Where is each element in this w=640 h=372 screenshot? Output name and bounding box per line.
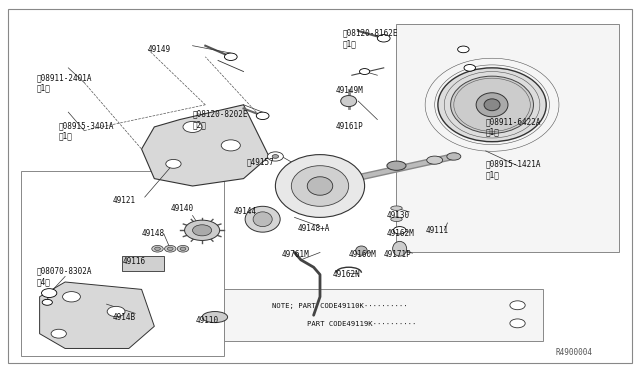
Circle shape <box>256 112 269 119</box>
Circle shape <box>63 292 81 302</box>
Text: 49162M: 49162M <box>387 230 415 238</box>
Circle shape <box>360 68 370 74</box>
Text: R4900004: R4900004 <box>556 348 593 357</box>
Ellipse shape <box>307 177 333 195</box>
Text: Ⓒ08070-8302A
（4）: Ⓒ08070-8302A （4） <box>36 267 92 286</box>
Text: 49761M: 49761M <box>282 250 310 259</box>
Ellipse shape <box>155 247 161 250</box>
Circle shape <box>378 35 390 42</box>
Text: 49160M: 49160M <box>349 250 376 259</box>
Bar <box>122 256 164 271</box>
Text: 49111: 49111 <box>425 226 448 235</box>
Circle shape <box>458 46 469 53</box>
Circle shape <box>510 319 525 328</box>
Ellipse shape <box>164 246 176 252</box>
Text: 49130: 49130 <box>387 211 410 220</box>
Ellipse shape <box>291 166 349 206</box>
Bar <box>225 289 543 341</box>
Ellipse shape <box>391 217 402 221</box>
Circle shape <box>221 140 241 151</box>
Ellipse shape <box>152 246 163 252</box>
Text: 49121: 49121 <box>113 196 136 205</box>
Ellipse shape <box>193 225 212 236</box>
Ellipse shape <box>356 246 367 255</box>
Ellipse shape <box>484 99 500 111</box>
Circle shape <box>225 53 237 61</box>
Ellipse shape <box>427 156 443 164</box>
Ellipse shape <box>268 152 284 161</box>
Circle shape <box>510 301 525 310</box>
Circle shape <box>183 121 202 132</box>
Text: 49148: 49148 <box>141 230 164 238</box>
Bar <box>396 23 620 253</box>
Circle shape <box>464 64 476 71</box>
Text: 49140: 49140 <box>170 203 193 213</box>
Ellipse shape <box>447 153 461 160</box>
Circle shape <box>42 299 52 305</box>
Circle shape <box>51 329 67 338</box>
Polygon shape <box>141 105 269 186</box>
Circle shape <box>107 307 125 317</box>
Text: 49110: 49110 <box>196 316 219 325</box>
Text: 49116: 49116 <box>122 257 145 266</box>
Ellipse shape <box>387 161 406 170</box>
Text: 49149: 49149 <box>148 45 171 54</box>
Ellipse shape <box>451 76 534 134</box>
Text: 49161P: 49161P <box>336 122 364 131</box>
Ellipse shape <box>272 155 278 158</box>
Text: ⓝ08911-2401A
（1）: ⓝ08911-2401A （1） <box>36 73 92 92</box>
Text: NOTE; PART CODE49110K··········: NOTE; PART CODE49110K·········· <box>272 303 408 309</box>
Text: Ⓑ08120-8162E
（1）: Ⓑ08120-8162E （1） <box>342 29 398 48</box>
Text: 49149M: 49149M <box>336 86 364 94</box>
Text: ⓟ08915-1421A
（1）: ⓟ08915-1421A （1） <box>486 160 541 179</box>
Ellipse shape <box>202 311 228 323</box>
Text: ⓟ08915-3401A
（1）: ⓟ08915-3401A （1） <box>59 121 114 140</box>
Text: PART CODE49119K··········: PART CODE49119K·········· <box>272 321 417 327</box>
Bar <box>20 171 225 356</box>
Text: ⑪49157: ⑪49157 <box>246 157 275 167</box>
Ellipse shape <box>391 206 402 211</box>
Ellipse shape <box>168 247 173 250</box>
Text: Ⓑ08120-8202E
（2）: Ⓑ08120-8202E （2） <box>193 110 248 129</box>
Text: 49144: 49144 <box>234 207 257 217</box>
Ellipse shape <box>476 93 508 117</box>
Ellipse shape <box>393 241 406 256</box>
Ellipse shape <box>180 247 186 250</box>
Polygon shape <box>40 282 154 349</box>
Ellipse shape <box>275 155 365 217</box>
Circle shape <box>42 289 57 298</box>
Ellipse shape <box>340 96 356 107</box>
Ellipse shape <box>177 246 189 252</box>
Text: 49171P: 49171P <box>384 250 412 259</box>
Ellipse shape <box>438 68 546 142</box>
Text: ⓝ08911-6422A
（1）: ⓝ08911-6422A （1） <box>486 117 541 137</box>
Text: 4914B: 4914B <box>113 312 136 321</box>
Text: 49148+A: 49148+A <box>298 224 330 233</box>
Ellipse shape <box>245 206 280 232</box>
Ellipse shape <box>253 212 272 227</box>
Text: 49162N: 49162N <box>333 270 360 279</box>
Ellipse shape <box>184 220 220 240</box>
Circle shape <box>166 160 181 168</box>
Circle shape <box>394 227 406 234</box>
